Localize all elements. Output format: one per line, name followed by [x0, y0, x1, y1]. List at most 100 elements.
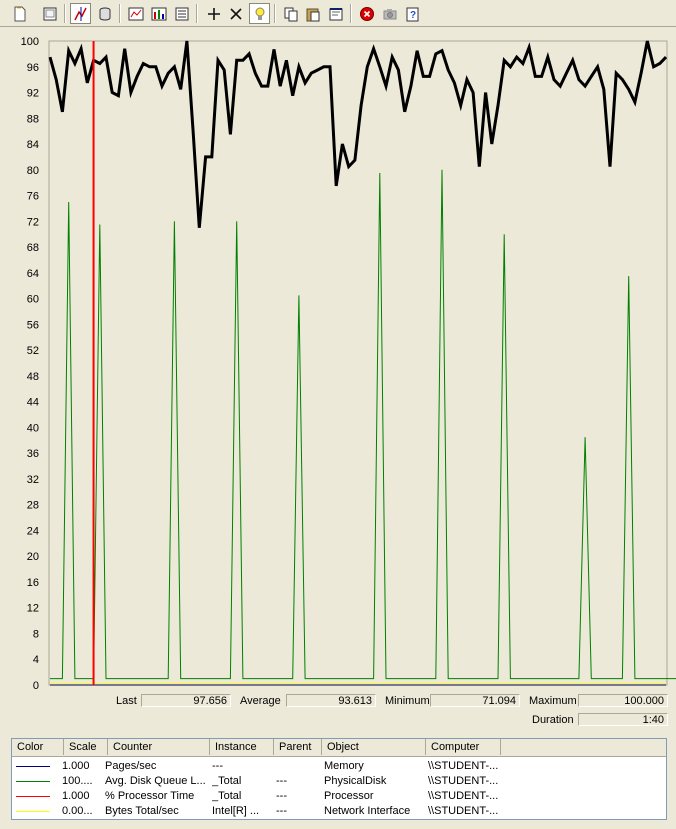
column-header-parent[interactable]: Parent: [274, 739, 322, 755]
view-graph-button[interactable]: [125, 3, 146, 24]
y-tick-label: 68: [27, 242, 39, 254]
last-label: Last: [116, 695, 137, 707]
series-lines: [48, 40, 676, 686]
y-tick-label: 88: [27, 113, 39, 125]
y-tick-label: 0: [33, 680, 39, 690]
legend-row[interactable]: 1.000 % Processor Time _Total --- Proces…: [12, 789, 666, 804]
color-swatch: [16, 781, 50, 782]
column-header-counter[interactable]: Counter: [108, 739, 210, 755]
new-counter-set-button[interactable]: [9, 3, 30, 24]
y-tick-label: 96: [27, 62, 39, 74]
scale-cell: 1.000: [62, 760, 90, 772]
y-tick-label: 52: [27, 345, 39, 357]
last-value: 97.656: [141, 694, 231, 707]
highlight-button[interactable]: [249, 3, 270, 24]
y-tick-label: 44: [27, 397, 39, 409]
y-axis-ticks: 1009692888480767268646056524844403632282…: [21, 36, 39, 690]
clear-display-icon: [43, 7, 56, 20]
parent-cell: [276, 759, 322, 774]
line-chart: 1009692888480767268646056524844403632282…: [21, 36, 676, 690]
column-header-scale[interactable]: Scale: [64, 739, 108, 755]
counter-cell: Bytes Total/sec: [105, 805, 179, 817]
view-log-data-button[interactable]: [94, 3, 115, 24]
add-counter-icon: [207, 7, 220, 20]
paste-counter-list-button[interactable]: [302, 3, 323, 24]
y-tick-label: 32: [27, 474, 39, 486]
toolbar-separator: [274, 4, 276, 23]
view-current-activity-icon: [73, 6, 87, 21]
parent-cell: ---: [276, 790, 287, 802]
average-label: Average: [240, 695, 281, 707]
object-cell: Processor: [324, 790, 374, 802]
add-counter-button[interactable]: [203, 3, 224, 24]
scale-cell: 0.00...: [62, 805, 93, 817]
svg-text:?: ?: [409, 10, 415, 21]
view-report-icon: [175, 7, 188, 20]
y-tick-label: 76: [27, 191, 39, 203]
view-report-button[interactable]: [171, 3, 192, 24]
y-tick-label: 56: [27, 319, 39, 331]
instance-cell: _Total: [212, 775, 242, 787]
properties-icon: [329, 7, 342, 20]
plot-area: [48, 40, 668, 686]
paste-counter-list-icon: [306, 8, 319, 21]
y-tick-label: 4: [33, 654, 39, 666]
view-histogram-icon: [151, 7, 166, 20]
toolbar-separator: [196, 4, 198, 23]
column-header-color[interactable]: Color: [12, 739, 64, 755]
column-header-object[interactable]: Object: [322, 739, 426, 755]
y-tick-label: 28: [27, 500, 39, 512]
freeze-display-button[interactable]: [356, 3, 377, 24]
statistics-bar: Last 97.656 Average 93.613 Minimum 71.09…: [0, 692, 676, 732]
y-tick-label: 36: [27, 448, 39, 460]
y-tick-label: 8: [33, 628, 39, 640]
column-header-computer[interactable]: Computer: [426, 739, 501, 755]
instance-cell: Intel[R] ...: [212, 805, 260, 817]
y-tick-label: 92: [27, 88, 39, 100]
color-swatch: [16, 796, 50, 797]
y-tick-label: 100: [21, 36, 39, 48]
duration-label: Duration: [532, 714, 574, 726]
delete-counter-button[interactable]: [225, 3, 246, 24]
update-data-button[interactable]: [379, 3, 400, 24]
y-tick-label: 48: [27, 371, 39, 383]
instance-cell: _Total: [212, 790, 242, 802]
object-cell: Network Interface: [324, 805, 411, 817]
maximum-value: 100.000: [578, 694, 668, 707]
view-graph-icon: [128, 7, 143, 20]
parent-cell: ---: [276, 775, 287, 787]
computer-cell: \\STUDENT-...: [428, 805, 499, 817]
y-tick-label: 72: [27, 216, 39, 228]
delete-counter-icon: [229, 7, 242, 20]
legend-row[interactable]: 1.000 Pages/sec --- Memory \\STUDENT-...: [12, 759, 666, 774]
properties-button[interactable]: [325, 3, 346, 24]
y-tick-label: 60: [27, 294, 39, 306]
series-line: [48, 40, 668, 228]
computer-cell: \\STUDENT-...: [428, 760, 499, 772]
legend-row[interactable]: 0.00... Bytes Total/sec Intel[R] ... ---…: [12, 804, 666, 819]
toolbar-separator: [64, 4, 66, 23]
column-header-instance[interactable]: Instance: [210, 739, 274, 755]
duration-value: 1:40: [578, 713, 668, 726]
counter-legend[interactable]: Color Scale Counter Instance Parent Obje…: [11, 738, 667, 820]
copy-properties-button[interactable]: [280, 3, 301, 24]
computer-cell: \\STUDENT-...: [428, 775, 499, 787]
series-line: [50, 169, 676, 680]
maximum-label: Maximum: [529, 695, 577, 707]
average-value: 93.613: [286, 694, 376, 707]
y-tick-label: 20: [27, 551, 39, 563]
toolbar-separator: [119, 4, 121, 23]
y-tick-label: 16: [27, 577, 39, 589]
performance-graph: 100 96 92 88 84 80 76 72 68 64 60 56 52 48 44 40 36 32 28 2…: [0, 29, 676, 690]
counter-cell: Pages/sec: [105, 760, 157, 772]
minimum-label: Minimum: [385, 695, 430, 707]
legend-row[interactable]: 100.... Avg. Disk Queue L... _Total --- …: [12, 774, 666, 789]
help-icon: ?: [406, 7, 418, 21]
clear-display-button[interactable]: [39, 3, 60, 24]
view-histogram-button[interactable]: [148, 3, 169, 24]
help-button[interactable]: ?: [402, 3, 423, 24]
freeze-display-icon: [359, 6, 374, 21]
view-current-activity-button[interactable]: [70, 3, 91, 24]
counter-cell: % Processor Time: [105, 790, 195, 802]
computer-cell: \\STUDENT-...: [428, 790, 499, 802]
